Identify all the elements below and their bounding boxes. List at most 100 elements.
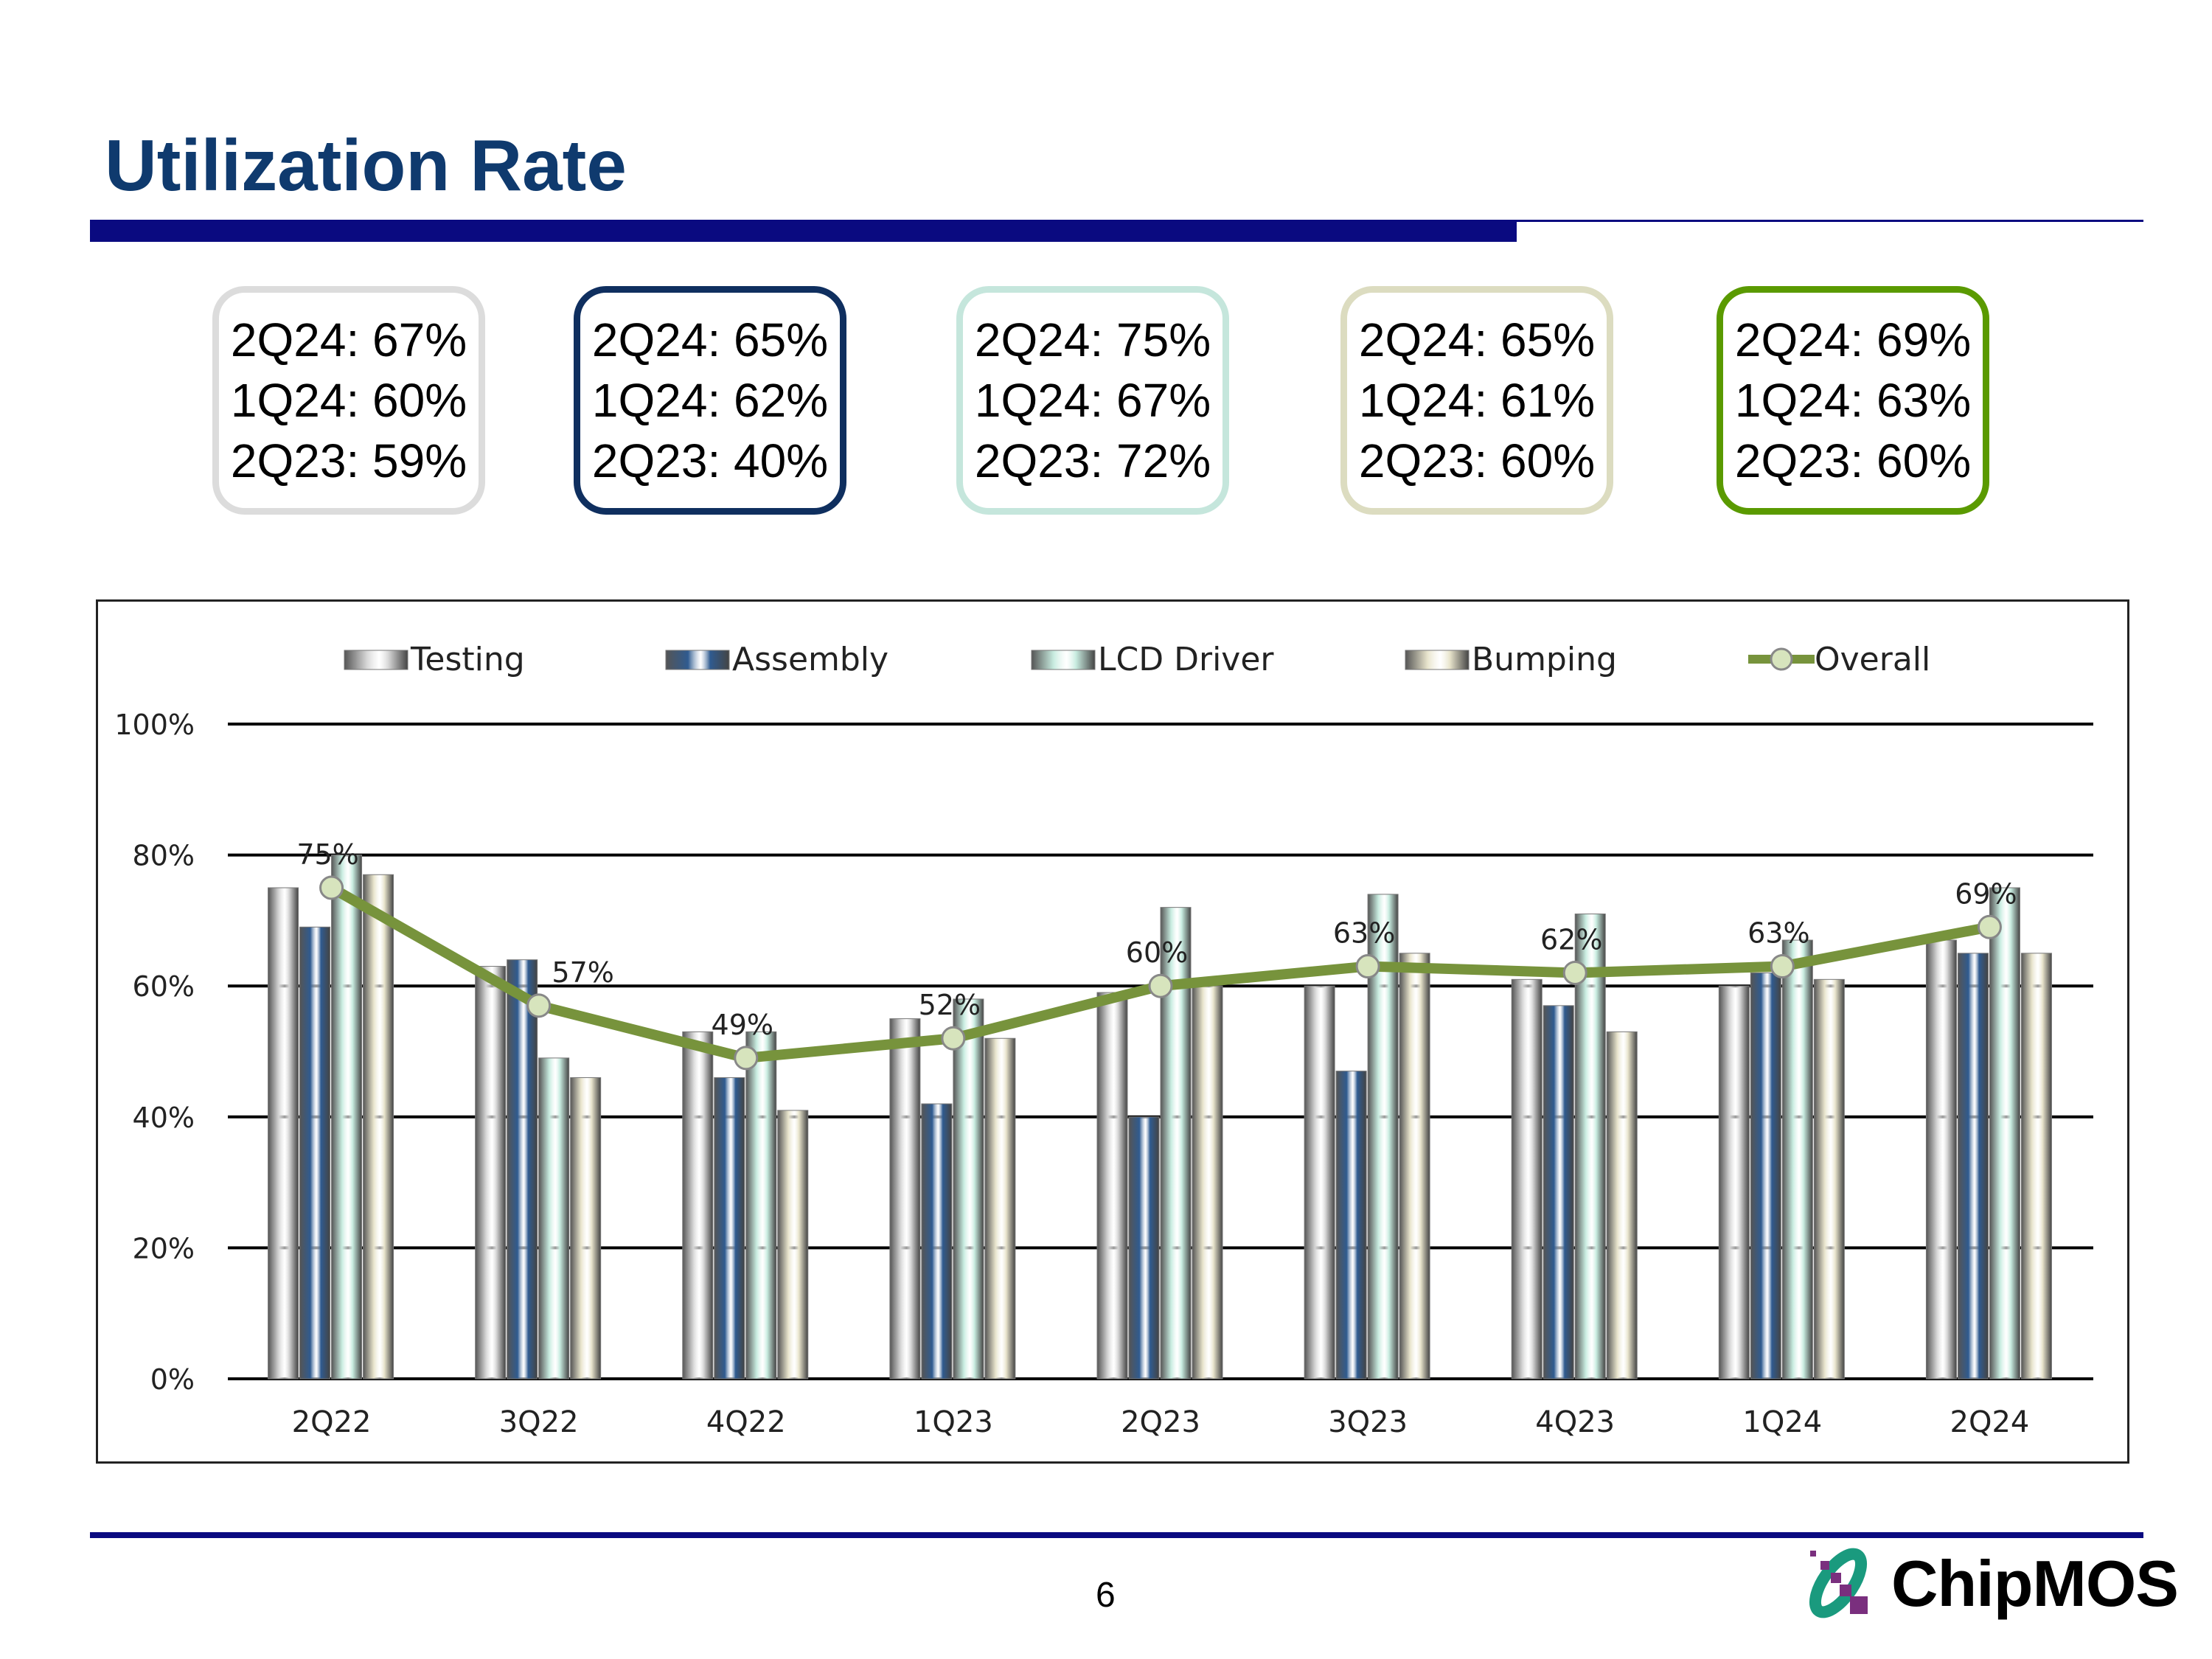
chipmos-logo-icon bbox=[1809, 1548, 1868, 1618]
bar-lcd-driver bbox=[1574, 914, 1606, 1380]
bar-assembly bbox=[507, 959, 538, 1380]
bar-lcd-driver bbox=[331, 855, 363, 1380]
chart-frame: 0% 20% 40% 60% 80% 100% 2Q22 3Q22 4Q22 1Q23 2Q23 3Q… bbox=[96, 599, 2129, 1464]
summary-line: 2Q24: 69% bbox=[1734, 313, 1972, 366]
summary-line: 2Q23: 60% bbox=[1734, 434, 1972, 487]
overall-point bbox=[734, 1046, 759, 1071]
bar-testing bbox=[889, 1018, 921, 1380]
summary-box-assembly: 2Q24: 65% 1Q24: 62% 2Q23: 40% bbox=[574, 286, 846, 515]
bar-lcd-driver bbox=[1989, 887, 2020, 1380]
bar-assembly bbox=[1128, 1116, 1160, 1380]
bar-bumping bbox=[363, 874, 394, 1380]
overall-data-label: 63% bbox=[1333, 917, 1395, 950]
overall-data-label: 52% bbox=[919, 989, 981, 1021]
summary-line: 2Q24: 65% bbox=[1358, 313, 1596, 366]
legend-marker-overall bbox=[1770, 647, 1793, 671]
bar-testing bbox=[1925, 939, 1957, 1380]
footer-rule bbox=[90, 1532, 2143, 1538]
y-tick-label: 40% bbox=[133, 1102, 195, 1134]
legend-swatch-lcd-driver bbox=[1031, 650, 1096, 670]
overall-data-label: 57% bbox=[552, 956, 613, 989]
legend-label: Overall bbox=[1815, 641, 1930, 678]
bar-lcd-driver bbox=[953, 998, 984, 1380]
overall-point bbox=[526, 993, 552, 1018]
bar-bumping bbox=[1192, 985, 1223, 1380]
summary-line: 1Q24: 63% bbox=[1734, 374, 1972, 427]
bar-bumping bbox=[777, 1110, 809, 1380]
y-tick-label: 60% bbox=[133, 970, 195, 1003]
overall-data-label: 60% bbox=[1126, 936, 1188, 969]
y-tick-label: 20% bbox=[133, 1232, 195, 1265]
overall-data-label: 49% bbox=[712, 1009, 773, 1041]
summary-line: 2Q23: 60% bbox=[1358, 434, 1596, 487]
chipmos-logo: ChipMOS bbox=[1803, 1545, 2179, 1626]
summary-line: 1Q24: 62% bbox=[591, 374, 829, 427]
bar-bumping bbox=[1606, 1031, 1638, 1380]
x-tick-label: 2Q24 bbox=[1950, 1405, 2030, 1439]
bar-testing bbox=[475, 966, 507, 1380]
y-tick-label: 100% bbox=[114, 709, 195, 741]
utilization-chart: 0% 20% 40% 60% 80% 100% 2Q22 3Q22 4Q22 1Q23 2Q23 3Q… bbox=[114, 641, 2093, 1439]
bar-testing bbox=[1511, 978, 1543, 1380]
bar-testing bbox=[1304, 985, 1335, 1380]
summary-box-bumping: 2Q24: 65% 1Q24: 61% 2Q23: 60% bbox=[1340, 286, 1613, 515]
bar-bumping bbox=[2020, 953, 2052, 1380]
summary-line: 2Q23: 72% bbox=[974, 434, 1211, 487]
summary-line: 1Q24: 67% bbox=[974, 374, 1211, 427]
summary-line: 2Q24: 67% bbox=[230, 313, 467, 366]
bar-assembly bbox=[1750, 972, 1781, 1380]
legend-label: Assembly bbox=[732, 641, 888, 678]
bar-bumping bbox=[570, 1077, 602, 1380]
x-tick-label: 1Q24 bbox=[1742, 1405, 1822, 1439]
summary-line: 2Q24: 75% bbox=[974, 313, 1211, 366]
y-tick-label: 80% bbox=[133, 840, 195, 872]
page-number: 6 bbox=[1096, 1576, 1116, 1615]
x-tick-label: 3Q23 bbox=[1328, 1405, 1408, 1439]
legend-label: Bumping bbox=[1472, 641, 1617, 678]
bar-assembly bbox=[299, 926, 331, 1380]
x-tick-label: 4Q22 bbox=[706, 1405, 786, 1439]
title-underline-thin bbox=[1517, 220, 2143, 222]
x-tick-label: 2Q22 bbox=[292, 1405, 372, 1439]
bar-lcd-driver bbox=[745, 1031, 777, 1380]
summary-line: 1Q24: 61% bbox=[1358, 374, 1596, 427]
x-tick-label: 3Q22 bbox=[499, 1405, 579, 1439]
overall-point bbox=[1355, 954, 1380, 979]
overall-point bbox=[941, 1026, 966, 1051]
y-tick-label: 0% bbox=[150, 1363, 195, 1396]
bar-assembly bbox=[1335, 1071, 1367, 1380]
legend-swatch-bumping bbox=[1405, 650, 1470, 670]
overall-point bbox=[1770, 954, 1795, 979]
bar-assembly bbox=[1543, 1005, 1574, 1380]
x-tick-label: 4Q23 bbox=[1535, 1405, 1615, 1439]
bar-bumping bbox=[1813, 978, 1845, 1380]
bar-assembly bbox=[1957, 953, 1989, 1380]
overall-point bbox=[1562, 960, 1587, 985]
summary-box-testing: 2Q24: 67% 1Q24: 60% 2Q23: 59% bbox=[212, 286, 485, 515]
overall-data-label: 62% bbox=[1540, 923, 1602, 956]
bar-testing bbox=[1096, 992, 1128, 1380]
logo-text: ChipMOS bbox=[1891, 1547, 2179, 1620]
summary-line: 2Q23: 40% bbox=[591, 434, 829, 487]
page-title: Utilization Rate bbox=[105, 125, 627, 206]
bar-bumping bbox=[984, 1037, 1016, 1380]
bar-testing bbox=[268, 887, 299, 1380]
overall-data-label: 69% bbox=[1955, 877, 2017, 910]
bar-assembly bbox=[714, 1077, 745, 1380]
overall-data-label: 63% bbox=[1747, 917, 1809, 950]
bar-assembly bbox=[921, 1103, 953, 1380]
legend-swatch-assembly bbox=[665, 650, 730, 670]
overall-point bbox=[1148, 973, 1173, 998]
bar-lcd-driver bbox=[538, 1057, 570, 1380]
bar-bumping bbox=[1399, 953, 1430, 1380]
summary-line: 2Q24: 65% bbox=[591, 313, 829, 366]
overall-data-label: 75% bbox=[296, 838, 358, 871]
legend-label: LCD Driver bbox=[1098, 641, 1274, 678]
x-tick-label: 1Q23 bbox=[914, 1405, 993, 1439]
x-tick-label: 2Q23 bbox=[1121, 1405, 1200, 1439]
overall-point bbox=[319, 875, 344, 900]
bar-testing bbox=[1718, 985, 1750, 1380]
legend-label: Testing bbox=[410, 641, 525, 678]
summary-box-overall: 2Q24: 69% 1Q24: 63% 2Q23: 60% bbox=[1717, 286, 1989, 515]
title-underline bbox=[90, 220, 1517, 242]
